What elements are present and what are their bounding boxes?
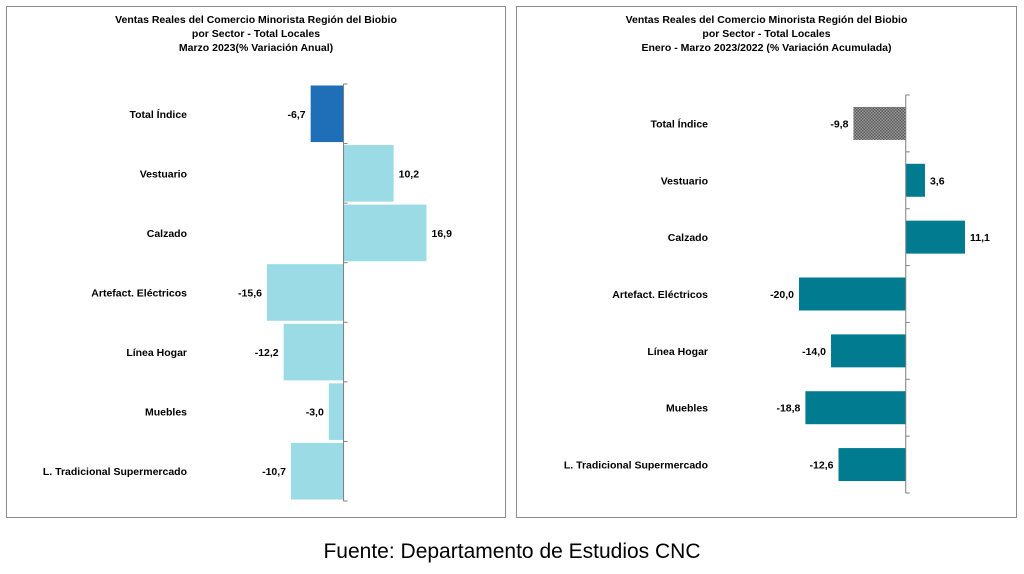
chart-panel-annual: Ventas Reales del Comercio Minorista Reg… — [6, 6, 506, 518]
chart-title-line: por Sector - Total Locales — [191, 28, 321, 40]
data-label: -12,2 — [255, 347, 279, 359]
data-label: -14,0 — [802, 346, 826, 358]
category-label: L. Tradicional Supermercado — [43, 466, 187, 478]
bar — [838, 448, 906, 482]
category-label: Vestuario — [140, 168, 187, 180]
category-label: Vestuario — [661, 175, 708, 187]
bar — [328, 383, 344, 440]
category-label: Calzado — [147, 228, 187, 240]
chart-title-line: Marzo 2023(% Variación Anual) — [178, 42, 334, 54]
bar — [283, 323, 344, 381]
bar — [343, 145, 394, 202]
bar — [310, 85, 344, 143]
source-caption: Fuente: Departamento de Estudios CNC — [323, 540, 701, 563]
data-label: -9,8 — [830, 118, 848, 130]
bar — [343, 204, 427, 262]
data-label: 11,1 — [970, 232, 990, 244]
category-label: L. Tradicional Supermercado — [564, 460, 708, 472]
category-label: Total Índice — [650, 117, 708, 130]
bar — [905, 220, 965, 254]
bar — [799, 277, 906, 311]
bar-chart-annual: Total Índice -6,7 Vestuario 10,2 Calzado 16,9… — [43, 83, 453, 502]
data-label: -12,6 — [810, 460, 834, 472]
chart-panel-cumulative: Ventas Reales del Comercio Minorista Reg… — [516, 6, 1017, 518]
category-label: Artefact. Eléctricos — [612, 289, 708, 301]
bar — [905, 163, 925, 197]
bar — [805, 391, 906, 425]
data-label: 10,2 — [399, 168, 420, 180]
data-label: -10,7 — [262, 466, 286, 478]
chart-title-annual: Ventas Reales del Comercio Minorista Reg… — [7, 13, 505, 55]
data-label: -3,0 — [306, 407, 324, 419]
data-label: -6,7 — [288, 109, 306, 121]
chart-title-cumulative: Ventas Reales del Comercio Minorista Reg… — [517, 13, 1016, 55]
bar — [831, 334, 906, 368]
data-label: 16,9 — [432, 228, 453, 240]
bar-chart-cumulative: Total Índice -9,8 Vestuario 3,6 Calzado 11,1 A… — [564, 94, 990, 494]
bar — [266, 264, 344, 321]
category-label: Total Índice — [129, 108, 187, 121]
chart-title-line: Ventas Reales del Comercio Minorista Reg… — [625, 14, 908, 26]
chart-title-line: Ventas Reales del Comercio Minorista Reg… — [115, 14, 397, 26]
category-label: Muebles — [666, 403, 708, 415]
category-label: Calzado — [668, 232, 708, 244]
data-label: -18,8 — [776, 403, 800, 415]
chart-title-line: por Sector - Total Locales — [702, 28, 831, 40]
bar — [291, 442, 344, 500]
category-label: Muebles — [145, 407, 187, 419]
data-label: -15,6 — [238, 288, 262, 300]
category-label: Artefact. Eléctricos — [91, 288, 187, 300]
category-label: Línea Hogar — [126, 347, 187, 359]
category-label: Línea Hogar — [647, 346, 708, 358]
data-label: -20,0 — [770, 289, 794, 301]
chart-title-line: Enero - Marzo 2023/2022 (% Variación Acu… — [641, 42, 892, 54]
bar — [853, 106, 906, 140]
data-label: 3,6 — [930, 175, 945, 187]
